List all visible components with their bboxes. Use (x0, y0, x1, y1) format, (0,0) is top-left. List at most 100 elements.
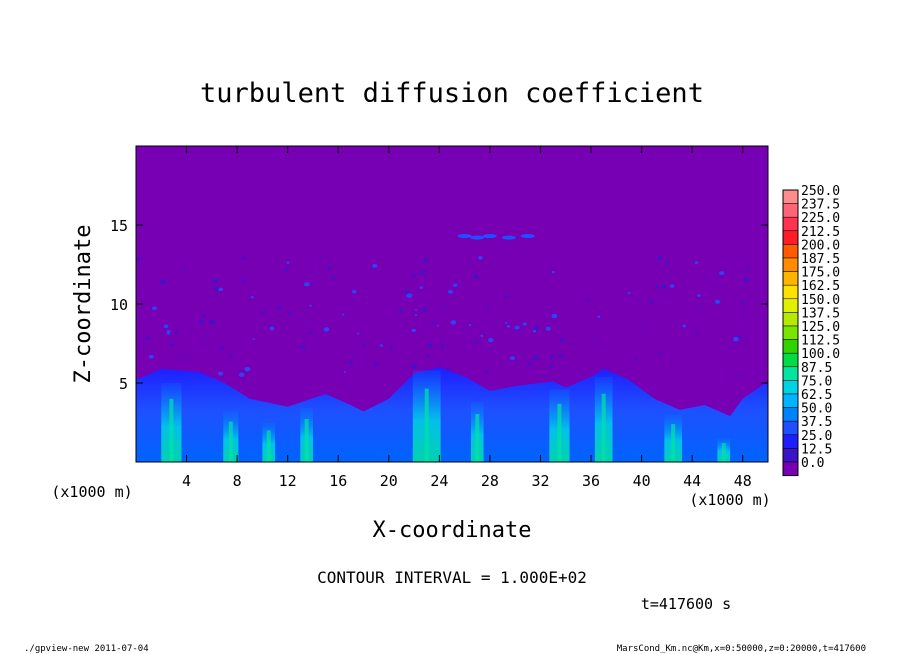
eddy-speck (198, 319, 204, 324)
x-tick-label: 44 (683, 472, 701, 490)
legend-label: 125.0 (801, 320, 840, 335)
eddy-speck (186, 357, 189, 360)
eddy-speck (526, 362, 529, 365)
eddy-speck (404, 290, 410, 295)
eddy-speck (205, 335, 209, 338)
eddy-speck (733, 336, 739, 342)
eddy-speck (218, 287, 223, 292)
eddy-speck (386, 340, 389, 343)
legend-swatch (782, 244, 799, 259)
eddy-speck (457, 234, 472, 239)
eddy-speck (160, 279, 167, 285)
legend-label: 112.5 (801, 334, 840, 349)
legend-label: 62.5 (801, 388, 832, 403)
eddy-speck (414, 309, 418, 311)
x-tick-label: 28 (481, 472, 499, 490)
eddy-speck (597, 315, 601, 318)
legend-swatch (782, 448, 799, 463)
eddy-speck (549, 364, 554, 368)
eddy-speck (719, 271, 725, 276)
eddy-speck (522, 322, 527, 326)
x-tick-label: 12 (279, 472, 297, 490)
y-axis: 5 10 15 (110, 217, 768, 393)
y-axis-label: Z-coordinate (71, 225, 96, 384)
eddy-speck (174, 331, 179, 335)
eddy-speck (166, 332, 170, 335)
legend-label: 237.5 (801, 198, 840, 213)
eddy-speck (658, 352, 663, 356)
legend-label: 87.5 (801, 361, 832, 376)
eddy-speck (411, 363, 418, 369)
legend-label: 212.5 (801, 225, 840, 240)
legend-label: 0.0 (801, 456, 824, 471)
legend-label: 37.5 (801, 415, 832, 430)
legend-swatch (782, 298, 799, 313)
legend-swatch (782, 189, 799, 204)
eddy-speck (501, 235, 516, 240)
eddy-speck (472, 274, 479, 279)
eddy-speck (579, 372, 583, 375)
legend-swatch (782, 271, 799, 286)
eddy-speck (308, 331, 313, 335)
eddy-speck (440, 343, 445, 347)
eddy-speck (480, 334, 484, 337)
eddy-speck (343, 370, 347, 373)
eddy-speck (406, 293, 413, 298)
eddy-speck (169, 343, 174, 347)
eddy-speck (217, 371, 224, 376)
eddy-speck (300, 345, 306, 350)
eddy-speck (411, 274, 416, 278)
eddy-speck (694, 261, 699, 265)
eddy-speck (655, 285, 661, 289)
eddy-speck (213, 286, 220, 291)
eddy-speck (228, 354, 232, 357)
eddy-speck (372, 263, 378, 268)
eddy-speck (548, 373, 551, 376)
eddy-speck (422, 269, 427, 274)
contour-interval: CONTOUR INTERVAL = 1.000E+02 (317, 568, 587, 587)
plume-core-4 (424, 388, 429, 462)
legend-label: 25.0 (801, 429, 832, 444)
legend-label: 225.0 (801, 211, 840, 226)
eddy-speck (593, 336, 596, 339)
eddy-speck (244, 366, 251, 372)
legend-swatch (782, 366, 799, 381)
eddy-speck (136, 257, 141, 261)
eddy-speck (287, 311, 292, 315)
eddy-speck (295, 317, 298, 320)
eddy-speck (551, 313, 558, 319)
eddy-speck (284, 268, 289, 272)
x-tick-label: 8 (233, 472, 242, 490)
eddy-speck (136, 315, 139, 319)
eddy-speck (444, 307, 448, 310)
legend-swatch (782, 284, 799, 300)
eddy-speck (473, 340, 478, 344)
time-label: t=417600 s (641, 595, 731, 613)
eddy-speck (421, 307, 428, 312)
eddy-speck (209, 320, 216, 325)
eddy-speck (426, 354, 431, 359)
chart-title: turbulent diffusion coefficient (200, 78, 704, 109)
eddy-speck (379, 344, 383, 347)
eddy-speck (357, 332, 360, 335)
eddy-speck (699, 306, 703, 309)
eddy-speck (323, 327, 330, 332)
eddy-speck (627, 291, 631, 295)
eddy-speck (419, 286, 424, 289)
x-tick-label: 32 (531, 472, 549, 490)
eddy-speck (286, 261, 290, 264)
x-tick-label: 24 (430, 472, 448, 490)
x-tick-label: 40 (633, 472, 651, 490)
eddy-speck (478, 255, 483, 260)
eddy-speck (446, 367, 450, 371)
x-tick-label: 20 (380, 472, 398, 490)
eddy-speck (482, 234, 497, 239)
eddy-speck (201, 314, 206, 318)
x-axis-label: X-coordinate (373, 518, 532, 543)
legend-swatch (782, 461, 799, 476)
eddy-speck (486, 306, 489, 309)
legend-swatch (782, 216, 799, 232)
eddy-speck (238, 372, 245, 377)
eddy-speck (163, 324, 169, 329)
